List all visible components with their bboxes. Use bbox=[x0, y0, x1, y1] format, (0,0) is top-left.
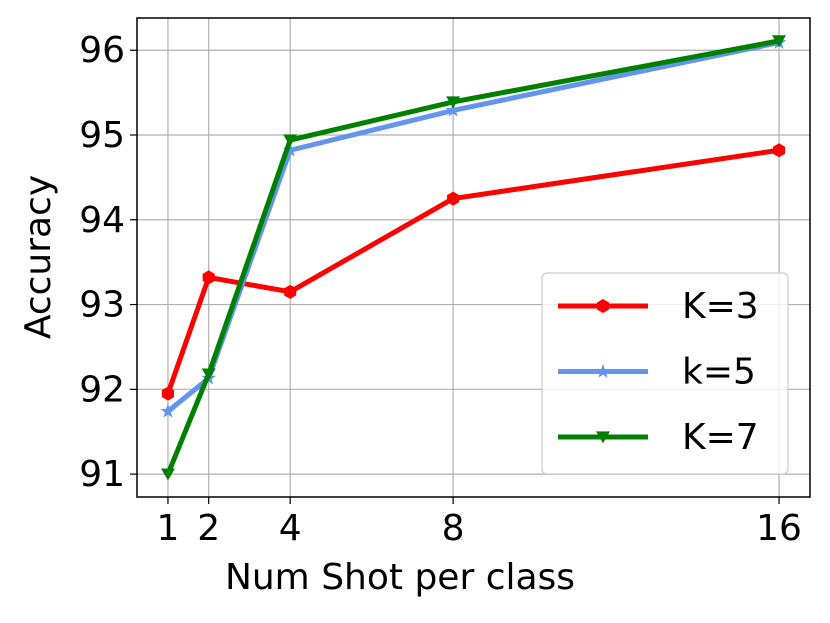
y-tick-label: 95 bbox=[79, 115, 125, 156]
point bbox=[772, 143, 786, 158]
point bbox=[160, 468, 175, 481]
x-axis-label: Num Shot per class bbox=[225, 557, 575, 598]
x-tick-label: 1 bbox=[157, 508, 180, 549]
point bbox=[284, 284, 297, 299]
legend-marker bbox=[596, 299, 610, 313]
point bbox=[160, 403, 176, 418]
y-tick-label: 96 bbox=[79, 30, 125, 71]
legend-label: k=5 bbox=[682, 352, 756, 393]
x-tick-label: 2 bbox=[197, 508, 220, 549]
plot-frame bbox=[136, 17, 811, 498]
y-tick-label: 92 bbox=[79, 369, 125, 410]
x-tick-label: 16 bbox=[756, 508, 802, 549]
point bbox=[201, 368, 216, 381]
legend-marker bbox=[595, 363, 611, 378]
legend-label: K=3 bbox=[682, 286, 759, 327]
y-axis-label: Accuracy bbox=[18, 175, 59, 339]
y-tick-label: 93 bbox=[79, 285, 125, 326]
legend-marker bbox=[596, 431, 610, 444]
point bbox=[282, 142, 298, 157]
point bbox=[446, 96, 461, 109]
point bbox=[283, 134, 298, 147]
legend: K=3 k=5 K=7 bbox=[541, 272, 789, 475]
y-tick-label: 91 bbox=[79, 454, 125, 495]
point bbox=[445, 102, 461, 117]
point bbox=[447, 191, 460, 206]
point bbox=[161, 386, 175, 401]
x-tick-label: 8 bbox=[442, 508, 465, 549]
point bbox=[202, 270, 215, 285]
point bbox=[772, 35, 787, 48]
x-tick-label: 4 bbox=[279, 508, 302, 549]
legend-box bbox=[541, 272, 789, 475]
y-tick-label: 94 bbox=[79, 200, 125, 241]
legend-label: K=7 bbox=[682, 417, 759, 458]
